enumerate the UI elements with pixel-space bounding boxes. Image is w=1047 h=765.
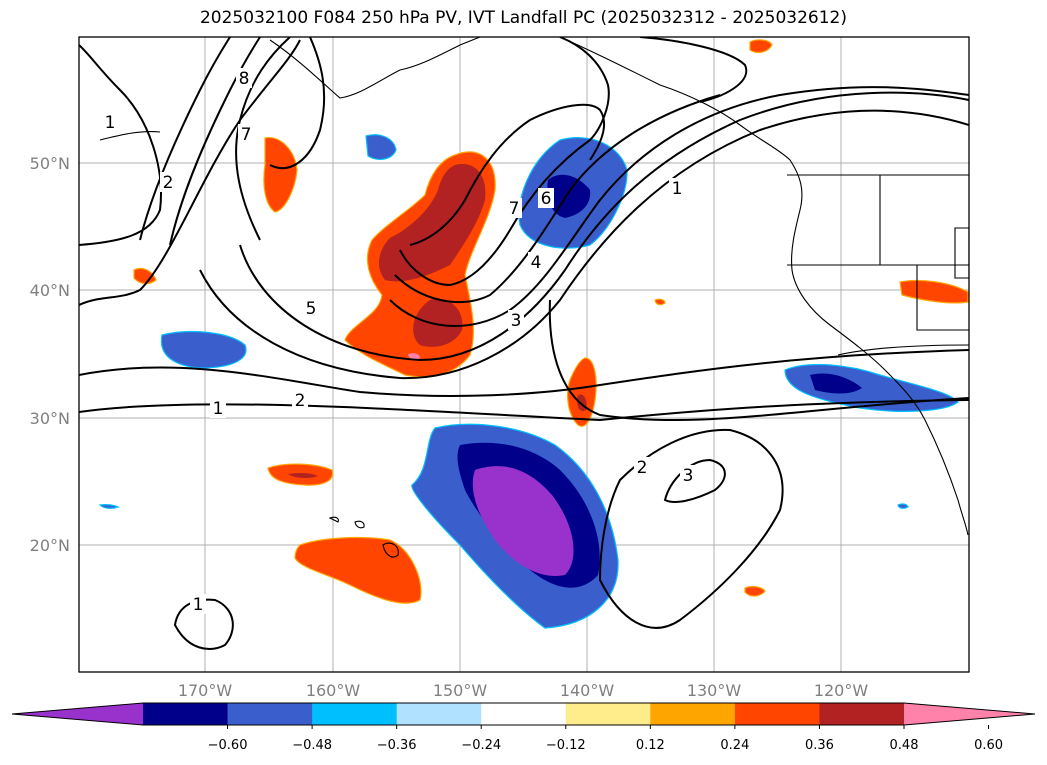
pv-contours bbox=[79, 37, 969, 650]
colorbar-segment bbox=[481, 703, 567, 725]
contour-label: 1 bbox=[213, 399, 224, 419]
map-content: 8 7 1 2 5 1 2 7 6 4 3 1 2 3 bbox=[79, 37, 969, 672]
lon-label: 120°W bbox=[814, 681, 869, 700]
contour-label: 2 bbox=[163, 173, 174, 193]
colorbar-segment bbox=[143, 703, 229, 725]
colorbar-tick-label: −0.36 bbox=[377, 738, 417, 753]
map-title: 2025032100 F084 250 hPa PV, IVT Landfall… bbox=[199, 8, 847, 28]
colorbar-tick-label: −0.48 bbox=[292, 738, 332, 753]
lon-label: 170°W bbox=[178, 681, 233, 700]
lat-axis-labels: 50°N 40°N 30°N 20°N bbox=[30, 154, 70, 555]
positive-shading bbox=[133, 39, 969, 604]
colorbar-outline bbox=[11, 702, 1036, 726]
lon-axis-labels: 170°W 160°W 150°W 140°W 130°W 120°W bbox=[178, 681, 869, 700]
colorbar-tick-label: −0.24 bbox=[461, 738, 501, 753]
colorbar-tick-label: 0.60 bbox=[974, 738, 1003, 753]
contour-label: 2 bbox=[295, 391, 306, 411]
lat-label: 30°N bbox=[30, 409, 70, 428]
lon-label: 160°W bbox=[306, 681, 361, 700]
contour-label: 3 bbox=[683, 466, 694, 486]
colorbar-tick-label: −0.12 bbox=[546, 738, 586, 753]
colorbar-tick-label: 0.12 bbox=[636, 738, 665, 753]
colorbar-extend-low bbox=[12, 703, 143, 725]
lon-label: 140°W bbox=[560, 681, 615, 700]
contour-label: 8 bbox=[239, 69, 250, 89]
contour-label: 3 bbox=[511, 311, 522, 331]
lon-label: 130°W bbox=[687, 681, 742, 700]
map-frame bbox=[78, 36, 970, 673]
colorbar-segment bbox=[650, 703, 736, 725]
colorbar-segment bbox=[734, 703, 820, 725]
colorbar-extend-high bbox=[904, 703, 1035, 725]
contour-label: 1 bbox=[672, 179, 683, 199]
contour-label: 7 bbox=[241, 125, 252, 145]
colorbar-segment bbox=[227, 703, 313, 725]
contour-label: 5 bbox=[306, 299, 317, 319]
contour-labels: 8 7 1 2 5 1 2 7 6 4 3 1 2 3 bbox=[102, 68, 696, 615]
coastlines bbox=[99, 37, 969, 558]
contour-label: 2 bbox=[637, 458, 648, 478]
colorbar-tick-label: 0.48 bbox=[890, 738, 919, 753]
contour-label: 4 bbox=[531, 253, 542, 273]
colorbar-segment bbox=[565, 703, 651, 725]
colorbar-segment bbox=[312, 703, 398, 725]
contour-label: 1 bbox=[193, 595, 204, 615]
lat-label: 50°N bbox=[30, 154, 70, 173]
colorbar-tick-label: −0.60 bbox=[208, 738, 248, 753]
negative-shading bbox=[98, 134, 959, 629]
contour-label: 6 bbox=[541, 189, 552, 209]
lat-label: 40°N bbox=[30, 281, 70, 300]
lat-label: 20°N bbox=[30, 536, 70, 555]
lon-label: 150°W bbox=[433, 681, 488, 700]
colorbar-segment bbox=[819, 703, 905, 725]
colorbar-segment bbox=[396, 703, 482, 725]
contour-label: 1 bbox=[105, 113, 116, 133]
contour-label: 7 bbox=[509, 199, 520, 219]
colorbar-tick-label: 0.36 bbox=[805, 738, 834, 753]
colorbar-tick-label: 0.24 bbox=[720, 738, 749, 753]
colorbar: −0.60 −0.48 −0.36 −0.24 −0.12 0.12 0.24 0.36 0.4… bbox=[11, 702, 1036, 753]
